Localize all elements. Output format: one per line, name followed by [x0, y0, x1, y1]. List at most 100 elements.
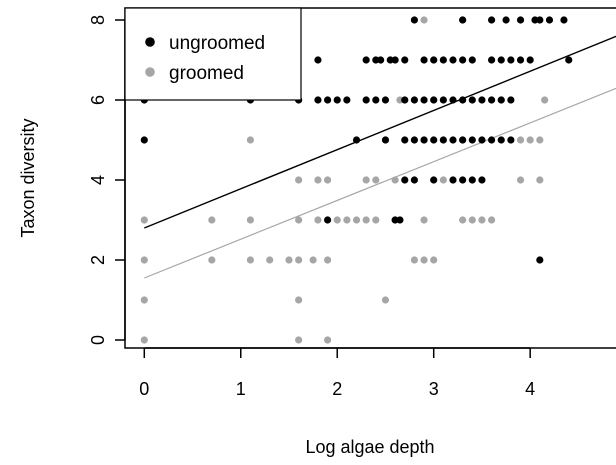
point-groomed [140, 216, 148, 224]
point-ungroomed [487, 136, 496, 144]
fit-lines [144, 35, 616, 279]
point-ungroomed [507, 56, 515, 64]
point-ungroomed [420, 136, 428, 144]
point-ungroomed [420, 96, 428, 104]
point-groomed [459, 216, 467, 224]
point-groomed [323, 256, 332, 264]
point-groomed [246, 256, 255, 264]
point-groomed [420, 16, 428, 24]
point-ungroomed [396, 216, 404, 224]
point-groomed [526, 136, 534, 144]
point-groomed [246, 216, 255, 224]
x-tick-label: 1 [236, 379, 246, 399]
point-groomed [208, 216, 216, 224]
point-ungroomed [468, 176, 476, 184]
point-ungroomed [545, 16, 554, 24]
legend-box [124, 7, 302, 101]
point-ungroomed [507, 136, 515, 144]
point-ungroomed [439, 136, 447, 144]
point-ungroomed [343, 96, 351, 104]
point-ungroomed [377, 56, 385, 64]
point-groomed [439, 176, 447, 184]
point-groomed [430, 256, 438, 264]
point-ungroomed [401, 96, 409, 104]
point-ungroomed [391, 56, 399, 64]
point-groomed [343, 216, 351, 224]
fit-line-groomed [144, 87, 616, 279]
point-groomed [352, 216, 361, 224]
point-ungroomed [140, 136, 148, 144]
point-ungroomed [381, 136, 390, 144]
point-groomed [487, 216, 496, 224]
point-groomed [323, 176, 332, 184]
point-groomed [362, 176, 370, 184]
x-tick-label: 4 [525, 379, 535, 399]
point-ungroomed [381, 96, 390, 104]
point-ungroomed [536, 256, 544, 264]
point-ungroomed [314, 56, 322, 64]
point-groomed [140, 256, 148, 264]
point-ungroomed [497, 96, 505, 104]
point-ungroomed [459, 16, 467, 24]
point-ungroomed [362, 96, 370, 104]
point-ungroomed [430, 176, 438, 184]
point-groomed [314, 176, 322, 184]
point-ungroomed [560, 16, 568, 24]
point-ungroomed [410, 16, 419, 24]
point-groomed [420, 216, 428, 224]
point-ungroomed [352, 136, 361, 144]
point-ungroomed [430, 136, 438, 144]
point-ungroomed [430, 96, 438, 104]
point-groomed [208, 256, 216, 264]
point-ungroomed [468, 136, 476, 144]
point-ungroomed [323, 216, 332, 224]
legend-label-ungroomed: ungroomed [169, 33, 265, 54]
y-tick-label: 0 [88, 335, 108, 345]
point-ungroomed [468, 96, 476, 104]
point-groomed [295, 176, 303, 184]
point-ungroomed [459, 96, 467, 104]
point-ungroomed [459, 56, 467, 64]
legend-label-groomed: groomed [169, 63, 244, 84]
y-axis-title: Taxon diversity [18, 118, 38, 237]
point-groomed [246, 136, 255, 144]
point-ungroomed [401, 176, 409, 184]
point-groomed [420, 256, 428, 264]
point-ungroomed [565, 56, 573, 64]
y-axis: 0 2 4 6 8 [88, 15, 126, 345]
y-tick-label: 8 [88, 15, 108, 25]
point-ungroomed [536, 16, 544, 24]
y-tick-label: 2 [88, 255, 108, 265]
point-groomed [516, 176, 525, 184]
point-groomed [323, 336, 332, 344]
legend-marker-groomed [145, 67, 155, 77]
point-groomed [541, 96, 549, 104]
point-ungroomed [468, 56, 476, 64]
point-groomed [285, 256, 293, 264]
point-ungroomed [410, 176, 419, 184]
data-points [140, 16, 573, 344]
point-groomed [362, 216, 370, 224]
point-ungroomed [487, 56, 496, 64]
point-ungroomed [478, 176, 486, 184]
point-ungroomed [420, 56, 428, 64]
point-groomed [516, 136, 525, 144]
point-ungroomed [507, 96, 515, 104]
point-groomed [391, 176, 399, 184]
x-tick-label: 0 [139, 379, 149, 399]
point-ungroomed [449, 136, 457, 144]
y-tick-label: 4 [88, 175, 108, 185]
legend: ungroomed groomed [124, 7, 302, 101]
point-groomed [266, 256, 274, 264]
point-ungroomed [459, 136, 467, 144]
point-ungroomed [478, 96, 486, 104]
point-ungroomed [497, 136, 505, 144]
point-groomed [381, 296, 390, 304]
point-groomed [333, 216, 341, 224]
point-ungroomed [502, 16, 510, 24]
point-ungroomed [487, 96, 496, 104]
point-ungroomed [439, 56, 447, 64]
point-groomed [140, 296, 148, 304]
legend-marker-ungroomed [145, 37, 155, 47]
